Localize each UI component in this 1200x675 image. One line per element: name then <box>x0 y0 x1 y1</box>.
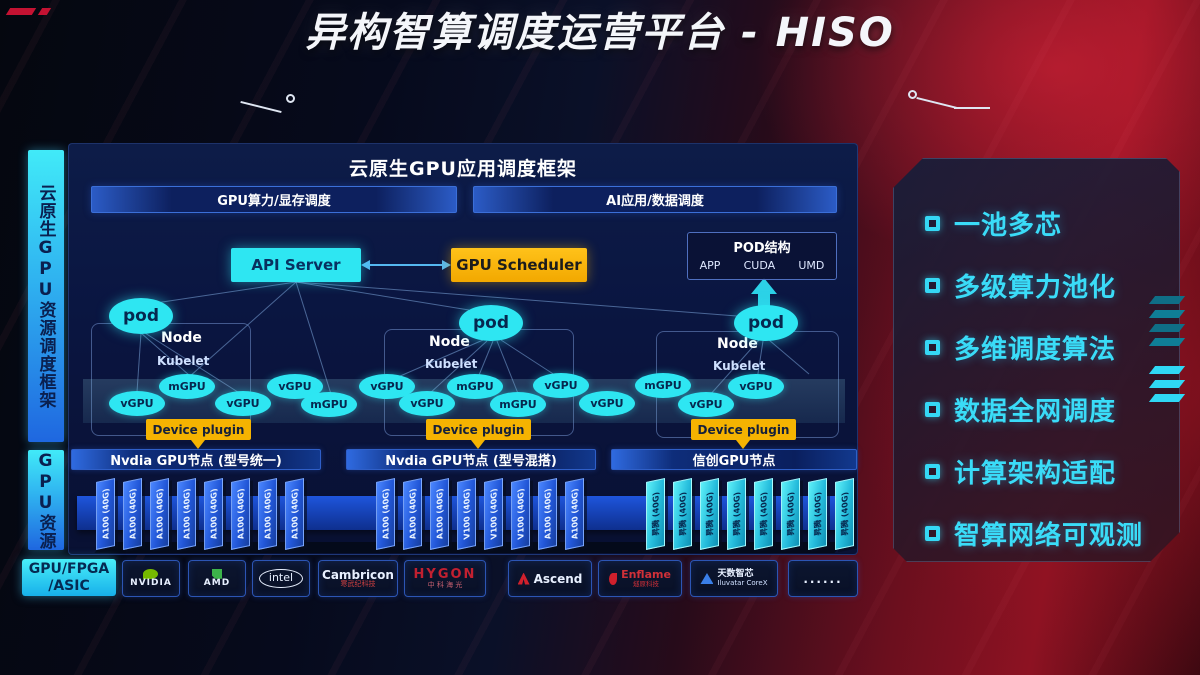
circuit-deco-right <box>908 90 990 110</box>
checkbox-icon <box>925 340 940 355</box>
feature-text: 多级算力池化 <box>954 272 1117 303</box>
node-group-header-1: Nvdia GPU节点 (型号统一) <box>71 449 321 470</box>
vendor-tile-enflame: Enflame 燧原科技 <box>598 560 682 597</box>
gpu-rack-band <box>77 496 851 530</box>
main-diagram-panel: 云原生GPU应用调度框架 GPU算力/显存调度 AI应用/数据调度 <box>68 143 858 555</box>
vendor-tile-hygon: HYGON 中 科 海 光 <box>404 560 486 597</box>
pod-item-app: APP <box>699 259 721 272</box>
pod-structure-box: POD结构 APP CUDA UMD <box>687 232 837 280</box>
kubelet-label-3: Kubelet <box>713 359 766 373</box>
framework-title: 云原生GPU应用调度框架 <box>349 158 577 180</box>
vendor-tile-nvidia: NVIDIA <box>122 560 180 597</box>
feature-text: 一池多芯 <box>954 210 1063 241</box>
checkbox-icon <box>925 216 940 231</box>
vendor-label-line2: /ASIC <box>48 577 90 594</box>
page-title: 异构智算调度运营平台 - HISO <box>305 10 895 56</box>
vendor-label-box: GPU/FPGA /ASIC <box>22 559 116 596</box>
iluvatar-logo-icon <box>700 573 714 584</box>
feature-item: 数据全网调度 <box>925 378 1180 440</box>
node-label-3: Node <box>717 336 758 352</box>
amd-text: AMD <box>203 577 231 588</box>
hygon-subtext: 中 科 海 光 <box>427 580 463 589</box>
feature-panel: 一池多芯 多级算力池化 多维调度算法 数据全网调度 计算架构适配 智算网络可观测 <box>893 158 1180 562</box>
checkbox-icon <box>925 464 940 479</box>
node-label-2: Node <box>429 334 470 350</box>
enflame-logo-icon <box>609 572 618 585</box>
feature-item: 一池多芯 <box>925 192 1180 254</box>
vendor-label-line1: GPU/FPGA <box>28 561 110 578</box>
enflame-text: Enflame <box>621 568 671 582</box>
iluvatar-text: 天数智芯 <box>717 569 754 580</box>
intel-logo-icon: intel <box>258 569 304 588</box>
node-group-header-3: 信创GPU节点 <box>611 449 857 470</box>
feature-text: 智算网络可观测 <box>954 520 1144 551</box>
sidebar-label-gpu-framework: 云原生GPU资源调度框架 <box>28 150 64 442</box>
feature-item: 多维调度算法 <box>925 316 1180 378</box>
device-plugin-1: Device plugin <box>146 419 251 449</box>
vendor-tile-more: ...... <box>788 560 858 597</box>
feature-item: 计算架构适配 <box>925 440 1180 502</box>
bar-gpu-compute-scheduling: GPU算力/显存调度 <box>91 186 457 213</box>
node-label-1: Node <box>161 330 202 346</box>
nvidia-text: NVIDIA <box>130 577 172 588</box>
gpu-rack-base <box>94 542 844 553</box>
pod-ellipse-3: pod <box>734 305 798 341</box>
nvidia-logo-icon <box>143 568 159 579</box>
kubelet-label-2: Kubelet <box>425 357 478 371</box>
pod-ellipse-1: pod <box>109 298 173 334</box>
pod-item-cuda: CUDA <box>743 259 776 272</box>
hygon-text: HYGON <box>413 567 477 582</box>
more-vendors-text: ...... <box>803 571 843 586</box>
feature-item: 多级算力池化 <box>925 254 1180 316</box>
kubelet-label-1: Kubelet <box>157 354 210 368</box>
node-group-header-2: Nvdia GPU节点 (型号混搭) <box>346 449 596 470</box>
pod-item-umd: UMD <box>798 259 825 272</box>
checkbox-icon <box>925 278 940 293</box>
pod-ellipse-2: pod <box>459 305 523 341</box>
checkbox-icon <box>925 402 940 417</box>
bar-ai-data-scheduling: AI应用/数据调度 <box>473 186 837 213</box>
gpu-scheduler-box: GPU Scheduler <box>451 248 587 282</box>
vendor-tile-intel: intel <box>252 560 310 597</box>
circuit-deco-left <box>240 94 295 114</box>
vendor-tile-amd: AMD <box>188 560 246 597</box>
ascend-text: Ascend <box>533 571 583 586</box>
vendor-tile-ascend: Ascend <box>508 560 592 597</box>
enflame-subtext: 燧原科技 <box>633 579 659 588</box>
feature-text: 数据全网调度 <box>954 396 1117 427</box>
feature-text: 多维调度算法 <box>954 334 1117 365</box>
vendor-tile-cambricon: Cambricon 寒武纪科技 <box>318 560 398 597</box>
device-plugin-2: Device plugin <box>426 419 531 449</box>
sidebar-label-gpu-resource: GPU资源 <box>28 450 64 550</box>
iluvatar-subtext: Iluvatar CoreX <box>717 578 768 587</box>
feature-text: 计算架构适配 <box>954 458 1117 489</box>
cambricon-subtext: 寒武纪科技 <box>340 580 376 589</box>
api-server-box: API Server <box>231 248 361 282</box>
vendor-tile-iluvatar: 天数智芯 Iluvatar CoreX <box>690 560 778 597</box>
amd-logo-icon <box>212 568 222 579</box>
cambricon-text: Cambricon <box>322 567 394 582</box>
checkbox-icon <box>925 526 940 541</box>
ascend-logo-icon <box>517 572 530 585</box>
pod-structure-title: POD结构 <box>733 241 791 256</box>
gpu-unit-band <box>83 379 845 423</box>
feature-item: 智算网络可观测 <box>925 502 1180 564</box>
device-plugin-3: Device plugin <box>691 419 796 449</box>
